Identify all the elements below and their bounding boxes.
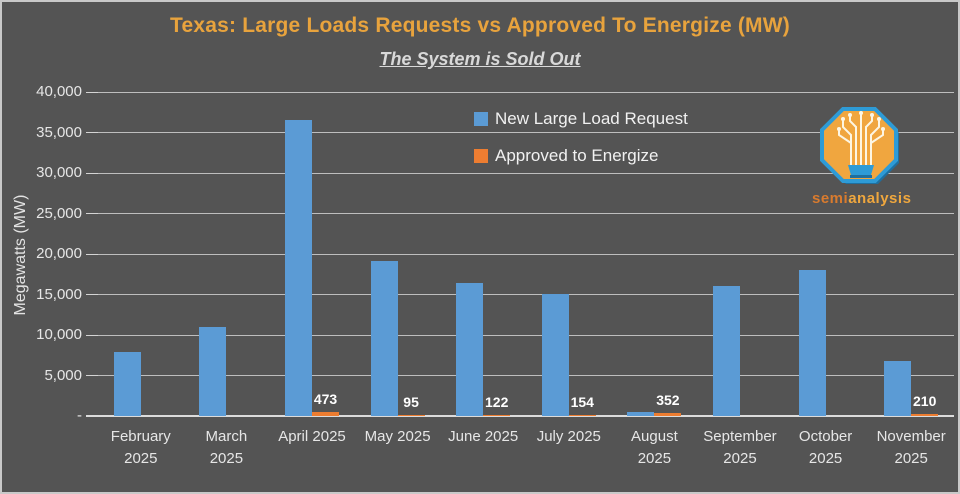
y-axis-tick-label: 40,000 [36,83,82,100]
bar-approved-4 [397,415,425,416]
bar-approved-7 [654,413,682,416]
gridline [98,132,954,133]
x-axis-category-label: April 2025 [278,428,346,445]
x-axis-category-label: February 2025 [110,428,171,467]
bar-value-label: 352 [656,392,680,408]
y-axis-tick-label: - [77,407,82,424]
y-axis-tick-label: 35,000 [36,123,82,141]
gridline [98,253,954,255]
bar-value-label: 122 [485,394,509,410]
gridline [98,172,954,174]
semianalysis-circuit-tree-octagon-icon [820,107,899,184]
y-axis-tick [86,294,98,295]
y-axis-tick [86,253,98,255]
bar-request-7 [627,412,655,416]
y-axis-tick [86,91,98,93]
y-axis-tick-label: 10,000 [36,326,82,343]
bar-request-1 [113,352,141,416]
x-axis-category-label: July 2025 [536,428,601,445]
legend-label: Approved to Energize [495,146,659,165]
y-axis-tick-label: 25,000 [36,204,82,222]
bar-value-label: 473 [313,391,338,407]
y-axis-tick-label: 20,000 [36,245,82,262]
gridline [98,334,954,336]
bar-request-6 [541,294,569,416]
x-axis-category-label: March 2025 [205,428,248,467]
y-axis-tick [86,213,98,214]
logo-wordmark: semianalysis [812,190,912,207]
bar-value-label: 154 [570,394,594,410]
bar-request-8 [713,286,740,416]
y-axis-tick [86,132,98,133]
legend-item-1: New Large Load Request [474,109,688,129]
bar-request-10 [884,361,912,416]
x-axis-category-label: November 2025 [876,428,946,467]
bar-value-label: 210 [913,393,937,409]
bar-value-label: 95 [403,394,419,410]
y-axis-tick-label: 5,000 [44,366,82,384]
gridline [98,375,954,376]
x-axis-line [86,415,954,417]
bar-approved-5 [483,415,511,416]
bar-request-5 [456,283,484,416]
y-axis-tick [86,172,98,174]
bar-approved-3 [312,412,339,416]
legend-item-2: Approved to Energize [474,146,659,166]
legend-swatch-icon [474,112,488,126]
y-axis-tick [86,334,98,336]
chart-subtitle: The System is Sold Out [379,49,581,69]
gridline [98,213,954,214]
logo-wordmark-analysis: analysis [848,190,912,207]
x-axis-category-label: September 2025 [703,428,777,467]
chart-title: Texas: Large Loads Requests vs Approved … [170,14,790,37]
bar-request-4 [370,261,398,416]
x-axis-category-label: October 2025 [798,428,853,467]
bar-approved-6 [568,415,596,416]
logo-wordmark-semi: semi [812,190,849,207]
semianalysis-logo: semianalysis [812,105,912,207]
gridline [98,91,954,93]
bar-request-9 [798,270,826,416]
x-axis-category-label: May 2025 [364,428,431,445]
bar-request-2 [199,327,227,416]
bar-approved-10 [911,414,939,416]
x-axis-category-label: June 2025 [448,428,519,445]
y-axis-tick [86,375,98,376]
gridline [98,294,954,295]
y-axis-tick-label: 15,000 [36,285,82,303]
bar-request-3 [285,120,312,416]
x-axis-category-label: August 2025 [631,428,678,467]
legend-label: New Large Load Request [495,109,688,128]
legend-swatch-icon [474,149,488,163]
y-axis-tick-label: 30,000 [36,164,82,181]
